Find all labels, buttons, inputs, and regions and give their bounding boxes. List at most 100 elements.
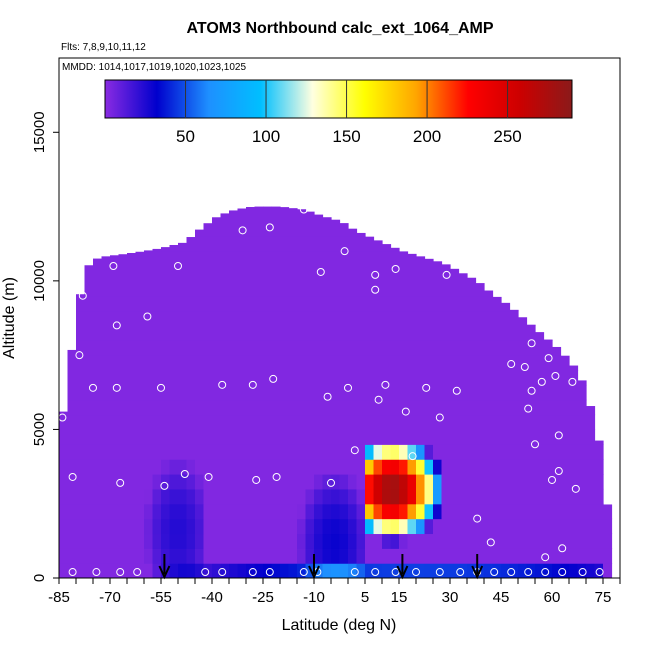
colorbar-tick-label: 250 <box>493 127 521 146</box>
y-tick-label: 15000 <box>31 111 48 153</box>
heatmap-cell <box>280 444 290 460</box>
heatmap-cell <box>161 548 171 564</box>
chart-title: ATOM3 Northbound calc_ext_1064_AMP <box>186 20 493 37</box>
heatmap-cell <box>271 310 281 327</box>
heatmap-cell <box>101 533 111 549</box>
sample-point <box>408 452 417 461</box>
heatmap-cell <box>594 474 604 490</box>
heatmap-cell <box>518 429 528 445</box>
heatmap-cell <box>220 459 230 475</box>
heatmap-cell <box>552 563 562 578</box>
sample-point <box>490 568 499 577</box>
heatmap-cell <box>543 384 553 401</box>
heatmap-cell <box>399 280 409 297</box>
heatmap-cell <box>84 474 94 490</box>
heatmap-cell <box>526 548 536 564</box>
heatmap-cell <box>339 325 349 341</box>
heatmap-cell <box>178 340 188 356</box>
heatmap-cell <box>305 266 315 282</box>
heatmap-cell <box>390 295 400 312</box>
heatmap-cell <box>93 340 103 356</box>
heatmap-cell <box>161 533 171 549</box>
heatmap-cell <box>339 444 349 460</box>
heatmap-cell <box>373 414 383 431</box>
heatmap-cell <box>399 548 409 564</box>
heatmap-cell <box>67 474 77 490</box>
heatmap-cell <box>526 518 536 535</box>
heatmap-cell <box>297 474 307 490</box>
heatmap-cell <box>322 355 332 371</box>
heatmap-cell <box>280 236 290 252</box>
sample-point <box>531 440 539 449</box>
heatmap-cell <box>501 474 511 490</box>
heatmap-cell <box>118 429 128 445</box>
heatmap-cell <box>229 221 239 237</box>
heatmap-cell <box>467 474 477 490</box>
heatmap-cell <box>475 355 485 371</box>
heatmap-cell <box>263 384 273 401</box>
heatmap-cell <box>229 251 239 267</box>
heatmap-cell <box>543 474 553 490</box>
heatmap-cell <box>424 340 434 356</box>
heatmap-cell <box>552 399 562 416</box>
heatmap-cell <box>569 563 579 578</box>
heatmap-cell <box>322 251 332 267</box>
heatmap-cell <box>161 370 171 386</box>
heatmap-cell <box>135 251 145 267</box>
x-tick-label: 15 <box>391 589 408 606</box>
heatmap-cell <box>339 370 349 386</box>
sample-point <box>350 446 359 455</box>
heatmap-cell <box>569 444 579 460</box>
heatmap-cell <box>246 384 256 401</box>
heatmap-cell <box>331 488 341 505</box>
heatmap-cell <box>373 355 383 371</box>
heatmap-cell <box>229 533 239 549</box>
heatmap-cell <box>348 474 358 490</box>
heatmap-cell <box>450 459 460 475</box>
heatmap-cell <box>382 384 392 401</box>
heatmap-cell <box>237 236 247 252</box>
heatmap-cell <box>118 340 128 356</box>
heatmap-cell <box>195 488 205 505</box>
heatmap-cell <box>424 325 434 341</box>
heatmap-cell <box>535 444 545 460</box>
heatmap-cell <box>399 444 409 460</box>
heatmap-cell <box>535 548 545 564</box>
heatmap-cell <box>450 414 460 431</box>
heatmap-cell <box>110 488 120 505</box>
heatmap-cell <box>161 444 171 460</box>
heatmap-cell <box>263 563 273 578</box>
heatmap-cell <box>382 488 392 505</box>
heatmap-cell <box>195 399 205 416</box>
heatmap-cell <box>569 548 579 564</box>
heatmap-cell <box>178 503 188 520</box>
heatmap-cell <box>110 266 120 282</box>
heatmap-cell <box>212 488 222 505</box>
heatmap-cell <box>314 310 324 327</box>
heatmap-cell <box>484 474 494 490</box>
heatmap-cell <box>509 310 519 327</box>
heatmap-cell <box>178 548 188 564</box>
heatmap-cell <box>220 384 230 401</box>
heatmap-cell <box>254 236 264 252</box>
heatmap-cell <box>331 251 341 267</box>
heatmap-cell <box>271 444 281 460</box>
heatmap-cell <box>84 429 94 445</box>
heatmap-cell <box>509 488 519 505</box>
heatmap-cell <box>339 280 349 297</box>
heatmap-cell <box>212 340 222 356</box>
sample-point <box>544 354 553 363</box>
heatmap-cell <box>297 370 307 386</box>
heatmap-cell <box>220 266 230 282</box>
heatmap-cell <box>195 355 205 371</box>
heatmap-cell <box>237 429 247 445</box>
heatmap-cell <box>594 533 604 549</box>
sample-point <box>238 226 247 235</box>
heatmap-cell <box>305 399 315 416</box>
heatmap-cell <box>407 459 417 475</box>
heatmap-cell <box>212 518 222 535</box>
heatmap-cell <box>246 207 256 223</box>
heatmap-cell <box>229 459 239 475</box>
x-tick-label: 60 <box>544 589 561 606</box>
heatmap-cell <box>424 459 434 475</box>
